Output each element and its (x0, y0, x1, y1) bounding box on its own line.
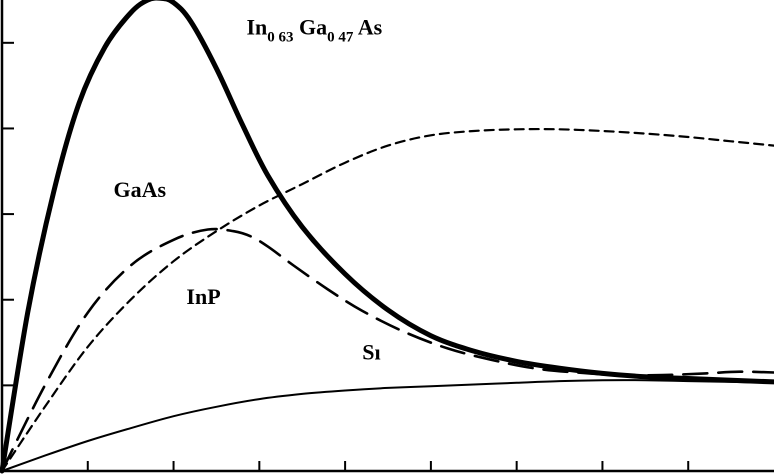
series-label-gaas: GaAs (114, 177, 167, 202)
series-label-si: Sı (362, 340, 380, 365)
series-line-inp (0, 127, 774, 473)
series-line-si (1, 379, 774, 472)
series-line-gaas (0, 227, 774, 473)
series-label-ingaas: In0 63 Ga0 47 As (247, 14, 383, 45)
series-label-inp: InP (186, 284, 220, 309)
